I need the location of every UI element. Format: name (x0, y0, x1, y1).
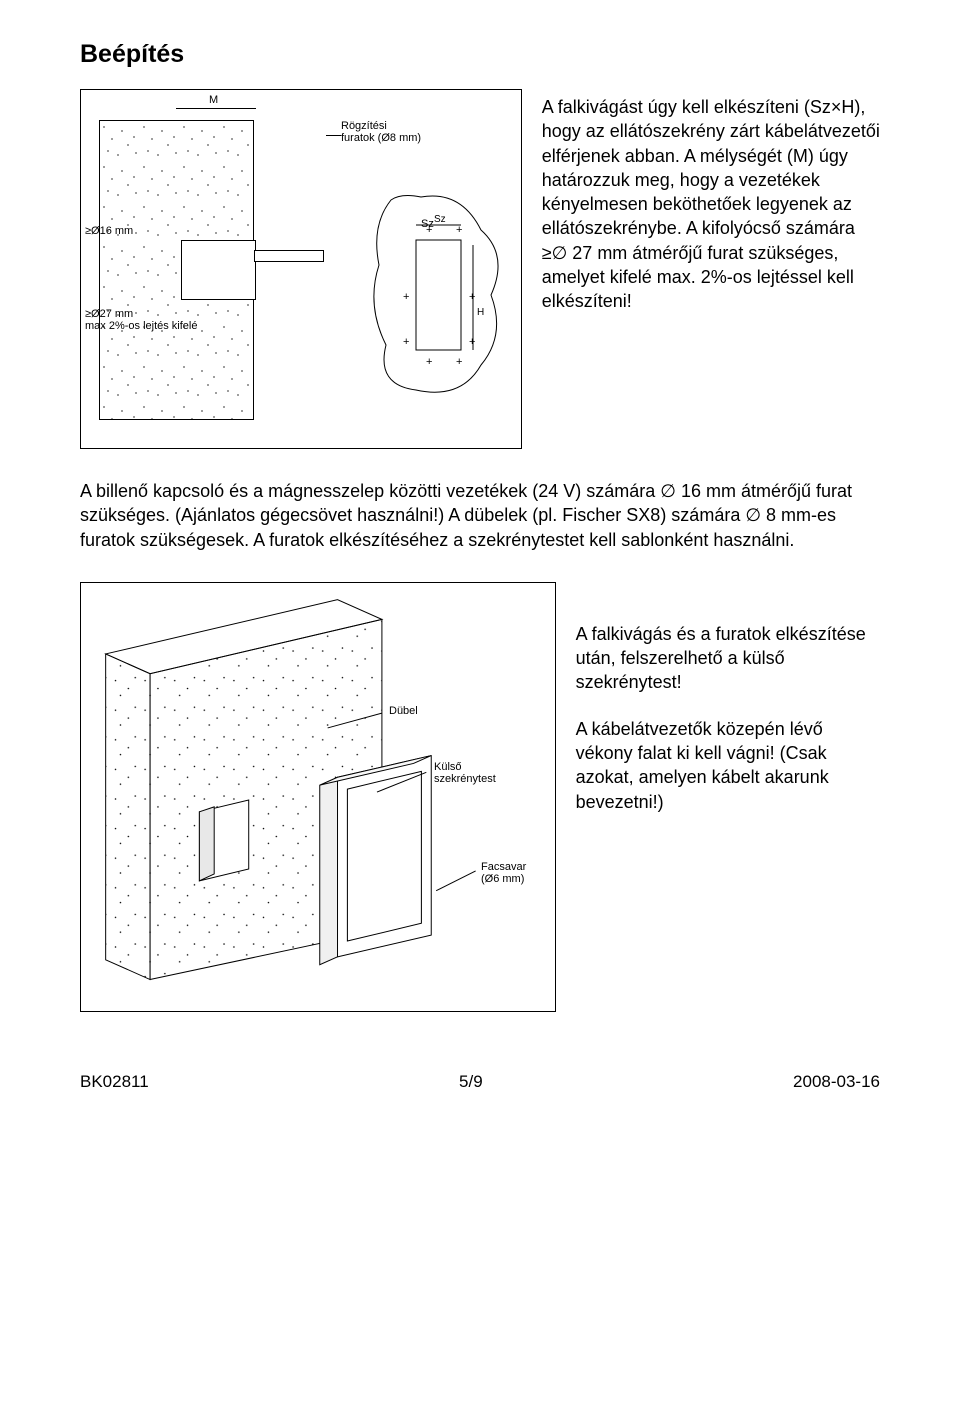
svg-text:+: + (469, 336, 475, 348)
section-2-row: Dübel Külső szekrénytest Facsavar (Ø6 mm… (80, 582, 880, 1012)
diagram1-right-shape: + + + + + + + + Sz H (361, 185, 511, 405)
svg-text:+: + (469, 291, 475, 303)
section-2-p2: A kábelátvezetők közepén lévő vékony fal… (576, 717, 880, 814)
page-title: Beépítés (80, 40, 880, 69)
diagram2-label-facsavar: Facsavar (Ø6 mm) (481, 861, 526, 885)
diagram-1: M Rögzítési furatok (Ø8 mm) ≥Ø16 mm ≥Ø27… (80, 89, 522, 449)
svg-text:+: + (426, 356, 432, 368)
section-1-row: M Rögzítési furatok (Ø8 mm) ≥Ø16 mm ≥Ø27… (80, 89, 880, 449)
diagram1-label-sz-inline: Sz (434, 214, 446, 225)
footer-left: BK02811 (80, 1072, 149, 1092)
section-1-paragraph: A falkivágást úgy kell elkészíteni (Sz×H… (542, 95, 880, 314)
diagram2-svg (81, 583, 555, 1011)
diagram1-label-m: M (209, 94, 218, 106)
diagram1-label-d27: ≥Ø27 mm max 2%-os lejtés kifelé (85, 308, 198, 332)
page-footer: BK02811 5/9 2008-03-16 (80, 1072, 880, 1092)
footer-right: 2008-03-16 (793, 1072, 880, 1092)
section-2-p1: A falkivágás és a furatok elkészítése ut… (576, 622, 880, 695)
diagram-2: Dübel Külső szekrénytest Facsavar (Ø6 mm… (80, 582, 556, 1012)
diagram1-label-d16: ≥Ø16 mm (85, 225, 133, 237)
footer-center: 5/9 (459, 1072, 483, 1092)
section-2-text: A falkivágás és a furatok elkészítése ut… (576, 582, 880, 1012)
diagram2-label-dubel: Dübel (389, 705, 418, 717)
diagram1-label-sz: Sz (421, 218, 434, 230)
diagram1-label-h-inline: H (477, 307, 484, 318)
diagram1-label-rogzitesi: Rögzítési furatok (Ø8 mm) (341, 120, 421, 144)
mid-paragraph: A billenő kapcsoló és a mágnesszelep köz… (80, 479, 880, 552)
diagram2-label-kulso: Külső szekrénytest (434, 761, 496, 785)
section-1-text: A falkivágást úgy kell elkészíteni (Sz×H… (542, 89, 880, 449)
svg-text:+: + (403, 291, 409, 303)
svg-text:+: + (456, 356, 462, 368)
svg-text:+: + (403, 336, 409, 348)
svg-text:+: + (456, 224, 462, 236)
